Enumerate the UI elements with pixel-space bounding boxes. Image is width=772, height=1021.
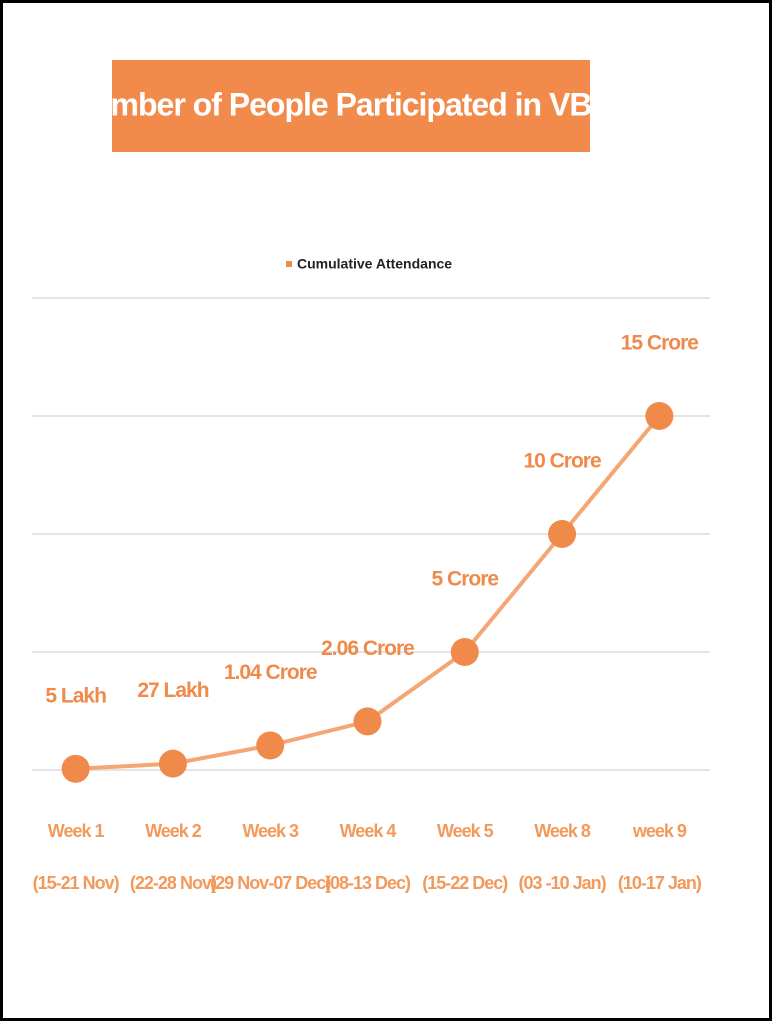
x-tick-label: Week 5 <box>437 821 494 841</box>
point <box>450 638 479 666</box>
legend-swatch <box>286 261 292 267</box>
data-label: 1.04 Crore <box>224 661 317 684</box>
x-tick-label: (29 Nov-07 Dec) <box>210 873 331 893</box>
data-label: 27 Lakh <box>137 679 208 702</box>
x-tick-label: (15-21 Nov) <box>33 873 120 893</box>
data-label: 5 Lakh <box>45 684 106 707</box>
point <box>61 754 90 783</box>
data-label: 10 Crore <box>523 450 601 473</box>
point <box>645 402 674 430</box>
point <box>353 707 382 736</box>
chart-title: Number of People Participated in VBSY <box>70 86 633 122</box>
x-tick-label: Week 4 <box>340 821 397 841</box>
x-tick-label: (08-13 Dec) <box>325 873 411 893</box>
x-tick-label: Week 2 <box>145 821 202 841</box>
point <box>548 520 577 548</box>
title-banner <box>112 60 590 152</box>
x-tick-label: Week 8 <box>534 821 591 841</box>
data-label: 15 Crore <box>621 332 699 355</box>
point <box>158 749 187 778</box>
data-label: 2.06 Crore <box>321 637 414 660</box>
x-tick-label: (10-17 Jan) <box>618 873 702 893</box>
x-tick-label: (15-22 Dec) <box>422 873 508 893</box>
data-label: 5 Crore <box>432 568 499 591</box>
x-tick-label: Week 3 <box>242 821 299 841</box>
legend-label: Cumulative Attendance <box>297 256 452 272</box>
x-tick-label: week 9 <box>632 821 687 841</box>
point <box>256 731 285 760</box>
x-tick-label: (22-28 Nov) <box>130 873 217 893</box>
x-tick-label: Week 1 <box>48 821 105 841</box>
x-tick-label: (03 -10 Jan) <box>519 873 607 893</box>
